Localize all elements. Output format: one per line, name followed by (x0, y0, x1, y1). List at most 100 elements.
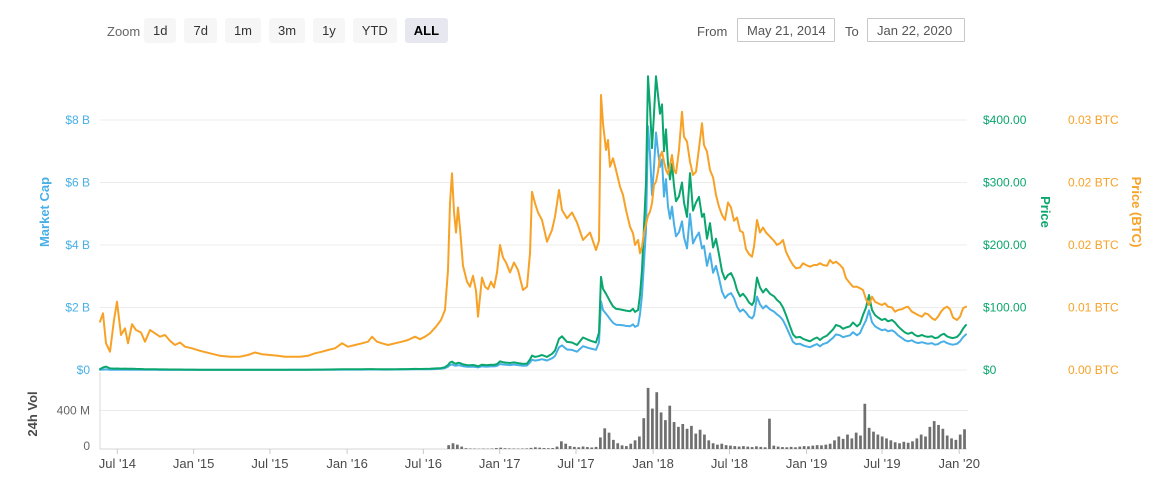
market-cap-tick-label: $6 B (65, 176, 90, 190)
volume-bar (841, 438, 845, 449)
volume-bar (529, 447, 533, 450)
volume-bar (828, 443, 832, 449)
volume-bar (629, 443, 633, 449)
volume-bar (586, 447, 589, 449)
volume-bar (464, 448, 468, 449)
volume-bar (564, 443, 568, 449)
volume-bar (724, 445, 728, 449)
volume-bar (534, 447, 537, 449)
market-cap-axis-title: Market Cap (37, 177, 52, 247)
x-axis-tick-label: Jan '17 (479, 456, 521, 471)
volume-bar (573, 446, 576, 449)
x-axis-tick-label: Jan '18 (632, 456, 674, 471)
market-cap-tick-label: $0 (77, 363, 91, 377)
zoom-range-button-1m[interactable]: 1m (224, 18, 261, 43)
volume-bar (867, 427, 871, 449)
volume-bar (820, 445, 823, 449)
volume-bar (599, 437, 602, 449)
volume-bar (664, 420, 667, 450)
volume-bar (590, 447, 594, 449)
volume-bar (612, 439, 615, 449)
zoom-label: Zoom (107, 24, 141, 39)
volume-bar (651, 408, 654, 449)
volume-bar (950, 438, 953, 449)
volume-bar (733, 446, 737, 449)
zoom-range-button-1d[interactable]: 1d (144, 18, 177, 43)
volume-bar (937, 424, 940, 449)
volume-bar (846, 434, 849, 449)
volume-bar (746, 446, 750, 449)
volume-bar (633, 440, 637, 449)
from-label: From (697, 24, 728, 39)
volume-bar (863, 403, 867, 449)
volume-bar (551, 448, 555, 449)
from-date-input[interactable] (737, 18, 835, 42)
volume-bar (703, 434, 706, 449)
x-axis-tick-label: Jul '17 (557, 456, 594, 471)
volume-axis-title: 24h Vol (25, 391, 40, 436)
volume-bar (772, 445, 776, 449)
volume-bar (642, 418, 646, 449)
x-axis-tick-label: Jan '16 (326, 456, 368, 471)
zoom-range-button-3m[interactable]: 3m (269, 18, 306, 43)
volume-bar (763, 447, 767, 449)
volume-bar (750, 447, 754, 449)
volume-bar (876, 434, 880, 449)
volume-bar (638, 436, 641, 449)
x-axis-tick-label: Jul '18 (711, 456, 748, 471)
series-lines (99, 75, 967, 371)
zoom-range-button-all[interactable]: ALL (404, 18, 449, 43)
volume-tick-label: 400 M (57, 404, 90, 418)
x-axis-tick-label: Jul '16 (405, 456, 442, 471)
volume-bar (737, 446, 741, 449)
volume-bar (781, 447, 784, 449)
volume-bar (607, 432, 611, 449)
volume-bar (668, 405, 672, 449)
volume-bar (880, 436, 884, 449)
market-cap-tick-label: $2 B (65, 301, 90, 315)
price-tick-label: $300.00 (983, 176, 1027, 190)
x-axis-tick-label: Jan '15 (173, 456, 215, 471)
volume-bar (499, 447, 503, 449)
volume-bar (716, 444, 719, 449)
volume-bar (945, 435, 949, 449)
volume-bar (794, 447, 797, 449)
volume-bar (915, 438, 919, 449)
volume-bar (924, 436, 927, 449)
volume-bar (720, 443, 724, 449)
volume-bar (776, 446, 780, 449)
volume-bar (694, 433, 698, 449)
zoom-range-button-1y[interactable]: 1y (313, 18, 345, 43)
volume-bar (755, 446, 758, 450)
volume-bar (538, 447, 542, 449)
volume-bar (460, 446, 464, 449)
price-tick-label: $100.00 (983, 301, 1027, 315)
volume-bar (577, 447, 581, 449)
volume-bar (958, 434, 962, 449)
volume-bar (729, 445, 732, 449)
volume-tick-label: 0 (83, 439, 90, 453)
volume-bar (902, 441, 906, 449)
volume-bar (885, 438, 888, 449)
volume-bar (872, 431, 875, 449)
volume-bar (616, 443, 620, 450)
volume-bar (503, 448, 507, 449)
to-date-input[interactable] (867, 18, 965, 42)
volume-bar (768, 418, 771, 449)
market-cap-series-line (99, 125, 967, 371)
volume-bar (954, 439, 958, 449)
x-axis-tick-label: Jan '19 (786, 456, 828, 471)
price-axis-title: Price (1038, 196, 1053, 228)
price-btc-tick-label: 0.03 BTC (1068, 113, 1119, 127)
price-tick-label: $200.00 (983, 238, 1027, 252)
volume-bar (455, 444, 459, 449)
zoom-range-button-ytd[interactable]: YTD (352, 18, 397, 43)
volume-bar (906, 442, 910, 449)
volume-bar (859, 435, 862, 449)
volume-bar (742, 446, 745, 449)
volume-bar (525, 448, 529, 449)
zoom-range-button-7d[interactable]: 7d (184, 18, 217, 43)
volume-bar (893, 442, 897, 449)
